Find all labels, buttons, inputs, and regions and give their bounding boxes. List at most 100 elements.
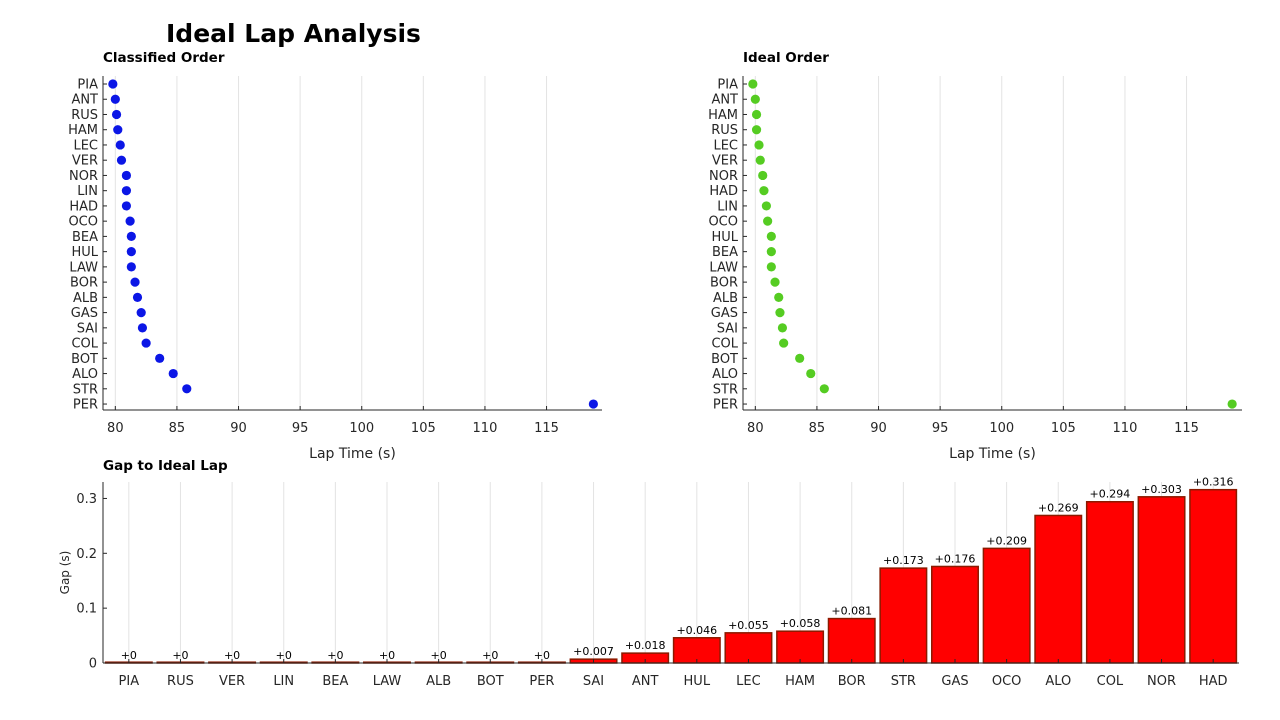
ideal-y-tick-label-nor: NOR: [709, 169, 738, 184]
classified-y-tick-label-bot: BOT: [71, 352, 98, 367]
classified-point-oco: [125, 216, 135, 226]
classified-y-tick-label-alb: ALB: [73, 291, 98, 306]
classified-x-tick-label-115: 115: [534, 421, 559, 436]
gap-bar-label-alo: +0.269: [1038, 501, 1079, 514]
gap-bar-lec: [724, 632, 773, 664]
classified-point-pia: [108, 79, 118, 89]
gap-bar-had: [1189, 488, 1238, 664]
gap-bar-label-bea: +0: [327, 649, 343, 662]
classified-x-tick-label-105: 105: [411, 421, 436, 436]
classified-point-lin: [121, 186, 132, 196]
ideal-y-tick-label-had: HAD: [709, 184, 738, 199]
ideal-y-tick-label-per: PER: [713, 398, 738, 413]
classified-point-alb: [132, 292, 143, 302]
classified-point-ant: [110, 94, 120, 104]
classified-y-tick-label-bor: BOR: [70, 276, 98, 291]
classified-y-tick-label-col: COL: [71, 337, 98, 352]
classified-order-panel: Classified Order 80 85 90 95 100 105 110 115 Lap …: [68, 50, 602, 462]
classified-x-tick-label-100: 100: [349, 421, 374, 436]
ideal-y-tick-label-law: LAW: [709, 260, 738, 275]
gap-x-tick-label-hul: HUL: [684, 674, 711, 689]
classified-y-tick-label-hul: HUL: [71, 245, 98, 260]
classified-y-tick-label-law: LAW: [69, 260, 98, 275]
classified-point-rus: [111, 109, 122, 120]
gap-bar-label-str: +0.173: [883, 554, 924, 567]
classified-point-per: [588, 399, 598, 409]
gap-bar-gas: [931, 565, 979, 664]
ideal-point-hul: [766, 231, 776, 241]
gap-bar-nor: [1137, 496, 1186, 664]
ideal-y-tick-label-bea: BEA: [712, 245, 738, 260]
classified-y-tick-label-oco: OCO: [68, 215, 98, 230]
classified-y-tick-label-had: HAD: [69, 199, 98, 214]
gap-bar-label-bot: +0: [482, 649, 498, 662]
gap-y-tick-label-0-1: 0.1: [76, 602, 97, 617]
gap-bar-label-had: +0.316: [1193, 476, 1234, 489]
ideal-point-gas: [775, 308, 785, 318]
gap-bar-label-ham: +0.058: [780, 617, 821, 630]
classified-point-lec: [115, 140, 125, 150]
classified-y-tick-label-sai: SAI: [77, 321, 98, 336]
gap-bar-str: [879, 567, 928, 664]
classified-point-bot: [155, 353, 165, 363]
ideal-y-tick-label-rus: RUS: [711, 123, 738, 138]
gap-x-tick-label-bor: BOR: [838, 674, 866, 689]
gap-bar-oco: [982, 547, 1031, 664]
ideal-point-ver: [755, 155, 765, 165]
gap-y-tick-label-0: 0: [89, 657, 97, 672]
ideal-y-tick-label-alo: ALO: [712, 367, 738, 382]
gap-x-tick-label-bea: BEA: [322, 674, 348, 689]
gap-x-tick-label-col: COL: [1097, 674, 1124, 689]
classified-x-tick-label-90: 90: [230, 421, 247, 436]
classified-point-bea: [126, 231, 136, 241]
classified-y-tick-label-rus: RUS: [71, 108, 98, 123]
gap-bar-label-oco: +0.209: [986, 534, 1027, 547]
ideal-x-tick-label-90: 90: [870, 421, 887, 436]
gap-x-tick-label-rus: RUS: [167, 674, 194, 689]
ideal-y-tick-label-ant: ANT: [711, 93, 738, 108]
ideal-point-per: [1227, 399, 1237, 409]
classified-y-tick-label-alo: ALO: [72, 367, 98, 382]
classified-x-tick-label-110: 110: [473, 421, 498, 436]
ideal-point-pia: [748, 79, 758, 89]
gap-x-tick-label-alb: ALB: [426, 674, 451, 689]
gap-y-tick-label-0-2: 0.2: [76, 547, 97, 562]
ideal-point-ant: [750, 94, 760, 104]
ideal-y-tick-label-gas: GAS: [711, 306, 738, 321]
ideal-y-tick-label-lin: LIN: [717, 199, 738, 214]
ideal-point-str: [819, 384, 829, 394]
gap-bar-label-ant: +0.018: [625, 639, 666, 652]
ideal-y-tick-label-col: COL: [711, 337, 738, 352]
gap-x-tick-label-lin: LIN: [273, 674, 294, 689]
classified-point-bor: [130, 277, 140, 287]
classified-point-col: [141, 338, 151, 348]
ideal-y-tick-label-oco: OCO: [708, 215, 738, 230]
ideal-panel-title: Ideal Order: [743, 50, 829, 66]
ideal-x-tick-label-85: 85: [809, 421, 826, 436]
gap-x-tick-label-ant: ANT: [632, 674, 659, 689]
gap-x-tick-label-sai: SAI: [583, 674, 604, 689]
ideal-y-tick-label-alb: ALB: [713, 291, 738, 306]
ideal-point-col: [779, 338, 789, 348]
ideal-y-tick-label-bot: BOT: [711, 352, 738, 367]
gap-bar-label-rus: +0: [172, 649, 188, 662]
classified-point-alo: [168, 368, 178, 379]
ideal-y-tick-label-ham: HAM: [708, 108, 738, 123]
gap-bar-col: [1085, 500, 1134, 664]
classified-y-tick-label-str: STR: [73, 382, 98, 397]
ideal-y-tick-label-lec: LEC: [713, 138, 738, 153]
figure-title: Ideal Lap Analysis: [166, 19, 421, 48]
gap-x-tick-label-gas: GAS: [941, 674, 968, 689]
ideal-y-tick-label-pia: PIA: [717, 78, 738, 93]
ideal-point-bot: [795, 353, 805, 363]
gap-bar-bor: [827, 617, 876, 664]
ideal-x-axis-label: Lap Time (s): [949, 446, 1036, 462]
classified-y-tick-label-lin: LIN: [77, 184, 98, 199]
gap-bar-label-col: +0.294: [1090, 488, 1131, 501]
gap-bar-label-law: +0: [379, 649, 395, 662]
classified-point-sai: [137, 323, 148, 333]
gap-bar-label-hul: +0.046: [676, 624, 717, 637]
gap-x-tick-label-ver: VER: [219, 674, 245, 689]
gap-bar-label-pia: +0: [121, 649, 137, 662]
ideal-point-bea: [766, 247, 776, 257]
